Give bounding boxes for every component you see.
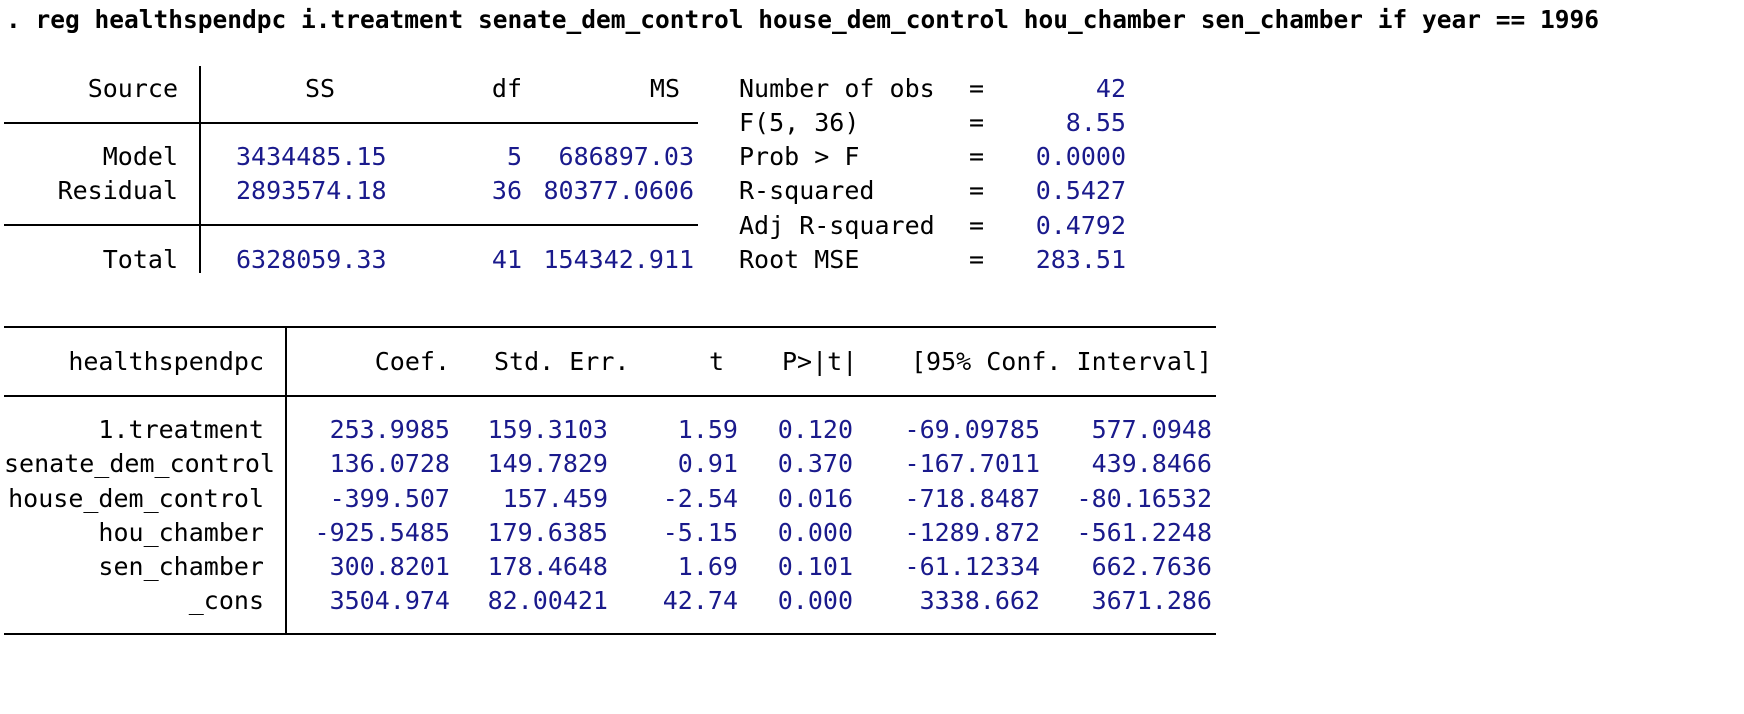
stat-eq: = (969, 74, 985, 103)
coef-row-ci-high: 662.7636 (1091, 552, 1212, 581)
coef-divider (285, 326, 287, 635)
coef-row-se: 178.4648 (487, 552, 608, 581)
coef-row-p: 0.120 (777, 415, 853, 444)
stat-label: Adj R-squared (739, 211, 935, 240)
coef-row-p: 0.000 (777, 586, 853, 615)
coef-row-coef: 253.9985 (329, 415, 450, 444)
stat-label: Root MSE (739, 245, 860, 274)
anova-row-ss: 3434485.15 (236, 142, 387, 171)
coef-header-depvar: healthspendpc (68, 347, 264, 376)
coef-row-var: sen_chamber (98, 552, 264, 581)
coef-row-se: 82.00421 (487, 586, 608, 615)
anova-rule-top (4, 122, 698, 124)
anova-header-df: df (491, 74, 522, 103)
coef-row-se: 159.3103 (487, 415, 608, 444)
anova-row-ss: 2893574.18 (236, 176, 387, 205)
coef-row-ci-low: -167.7011 (904, 449, 1040, 478)
coef-row-t: -2.54 (662, 484, 738, 513)
stat-eq: = (969, 142, 985, 171)
stat-label: Prob > F (739, 142, 860, 171)
anova-header-source: Source (87, 74, 178, 103)
anova-rule-mid (4, 224, 698, 226)
anova-total-ms: 154342.911 (543, 245, 694, 274)
stat-value: 8.55 (1065, 108, 1126, 137)
anova-total-ss: 6328059.33 (236, 245, 387, 274)
anova-total-df: 41 (491, 245, 522, 274)
anova-row-source: Residual (57, 176, 178, 205)
coef-row-ci-high: -561.2248 (1076, 518, 1212, 547)
coef-row-ci-high: 439.8466 (1091, 449, 1212, 478)
coef-row-t: 0.91 (677, 449, 738, 478)
coef-row-p: 0.101 (777, 552, 853, 581)
coef-row-coef: 3504.974 (329, 586, 450, 615)
coef-row-var: 1.treatment (98, 415, 264, 444)
stat-eq: = (969, 176, 985, 205)
stat-label: Number of obs (739, 74, 935, 103)
anova-total-source: Total (102, 245, 178, 274)
stat-eq: = (969, 211, 985, 240)
coef-row-var: _cons (188, 586, 264, 615)
stat-value: 0.5427 (1035, 176, 1126, 205)
coef-rule-mid (4, 395, 1216, 397)
coef-row-var: hou_chamber (98, 518, 264, 547)
stat-value: 42 (1095, 74, 1126, 103)
anova-row-df: 36 (491, 176, 522, 205)
coef-header-p: P>|t| (782, 347, 858, 376)
coef-row-p: 0.016 (777, 484, 853, 513)
coef-header-se: Std. Err. (494, 347, 630, 376)
coef-row-t: 42.74 (662, 586, 738, 615)
command-line: . reg healthspendpc i.treatment senate_d… (6, 5, 1600, 34)
coef-row-ci-low: -61.12334 (904, 552, 1040, 581)
anova-row-df: 5 (506, 142, 522, 171)
coef-row-ci-low: -1289.872 (904, 518, 1040, 547)
coef-row-var: senate_dem_control (4, 449, 275, 478)
stat-label: R-squared (739, 176, 875, 205)
coef-row-se: 157.459 (502, 484, 608, 513)
coef-rule-top (4, 326, 1216, 328)
coef-row-coef: -925.5485 (314, 518, 450, 547)
coef-header-coef: Coef. (374, 347, 450, 376)
coef-row-t: 1.59 (677, 415, 738, 444)
anova-row-ms: 80377.0606 (543, 176, 694, 205)
stat-value: 0.4792 (1035, 211, 1126, 240)
coef-row-ci-low: -718.8487 (904, 484, 1040, 513)
coef-row-coef: 136.0728 (329, 449, 450, 478)
anova-row-ms: 686897.03 (558, 142, 694, 171)
stat-value: 0.0000 (1035, 142, 1126, 171)
coef-row-var: house_dem_control (8, 484, 264, 513)
stat-eq: = (969, 108, 985, 137)
stat-eq: = (969, 245, 985, 274)
coef-row-coef: -399.507 (329, 484, 450, 513)
coef-row-se: 149.7829 (487, 449, 608, 478)
coef-row-ci-low: 3338.662 (919, 586, 1040, 615)
stat-value: 283.51 (1035, 245, 1126, 274)
coef-row-ci-low: -69.09785 (904, 415, 1040, 444)
anova-divider (199, 66, 201, 273)
coef-row-p: 0.370 (777, 449, 853, 478)
coef-row-p: 0.000 (777, 518, 853, 547)
anova-row-source: Model (102, 142, 178, 171)
stat-label: F(5, 36) (739, 108, 860, 137)
coef-header-t: t (708, 347, 724, 376)
coef-row-t: -5.15 (662, 518, 738, 547)
coef-row-se: 179.6385 (487, 518, 608, 547)
coef-row-t: 1.69 (677, 552, 738, 581)
anova-header-ms: MS (649, 74, 680, 103)
anova-header-ss: SS (304, 74, 336, 103)
coef-row-ci-high: 577.0948 (1091, 415, 1212, 444)
coef-rule-bottom (4, 633, 1216, 635)
coef-header-ci: [95% Conf. Interval] (910, 347, 1212, 376)
coef-row-ci-high: -80.16532 (1076, 484, 1212, 513)
coef-row-ci-high: 3671.286 (1091, 586, 1212, 615)
coef-row-coef: 300.8201 (329, 552, 450, 581)
